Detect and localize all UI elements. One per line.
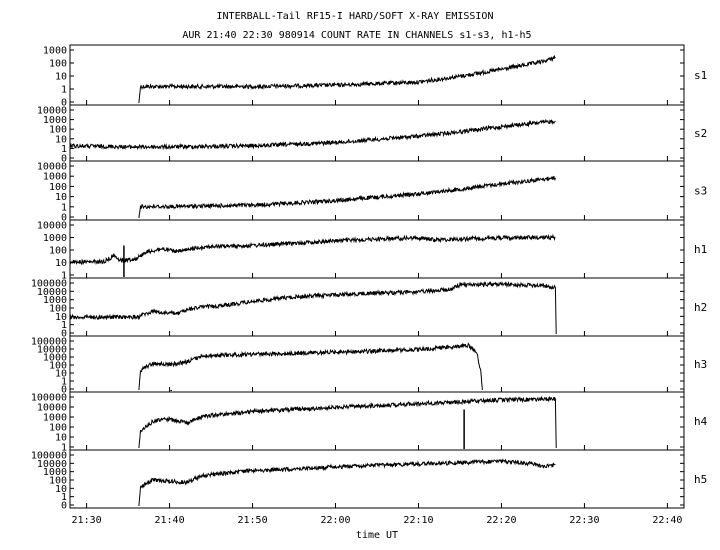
channel-label: h5 [694,473,707,486]
y-tick-label: 1000 [43,295,67,306]
y-tick-label: 1000 [43,413,67,424]
panel-frame [69,391,685,451]
y-tick-label: 10000 [37,459,67,470]
chart-title: INTERBALL-Tail RF15-I HARD/SOFT X-RAY EM… [217,11,494,22]
y-tick-label: 1000 [43,467,67,478]
x-axis-label: time UT [356,530,398,541]
y-tick-label: 1 [61,377,67,388]
y-tick-label: 10 [55,72,67,83]
series-s1 [138,54,556,104]
y-tick-label: 100000 [31,393,67,404]
panels: 10001001010s11000010001001010s2100001000… [31,44,708,512]
y-tick-label: 0 [61,213,67,224]
y-tick-label: 100000 [31,451,67,462]
y-tick-label: 10 [55,134,67,145]
y-tick-label: 1 [61,271,67,282]
x-tick-label: 22:30 [569,515,599,526]
y-tick-label: 1 [61,85,67,96]
y-tick-label: 10 [55,192,67,203]
series-s3 [138,175,556,219]
y-tick-label: 1000 [43,115,67,126]
channel-label: s2 [694,127,707,140]
y-tick-label: 0 [61,501,67,512]
x-tick-label: 22:20 [486,515,516,526]
y-tick-label: 100000 [31,279,67,290]
series-h5 [138,458,556,507]
y-tick-label: 0 [61,154,67,165]
y-tick-label: 1 [61,443,67,454]
channel-label: s1 [694,69,707,82]
y-tick-label: 100 [49,125,67,136]
y-tick-label: 10000 [37,221,67,232]
y-tick-label: 100 [49,476,67,487]
y-tick-label: 100 [49,361,67,372]
y-tick-label: 10000 [37,162,67,173]
y-tick-label: 10000 [37,287,67,298]
y-tick-label: 10 [55,312,67,323]
channel-label: h4 [694,415,708,428]
x-tick-label: 21:30 [72,515,102,526]
y-tick-label: 1 [61,144,67,155]
y-tick-label: 100 [49,59,67,70]
x-tick-label: 21:50 [237,515,267,526]
y-tick-label: 100 [49,182,67,193]
y-tick-label: 10000 [37,345,67,356]
x-tick-label: 22:00 [320,515,350,526]
series-s2 [69,118,556,151]
y-tick-label: 10 [55,484,67,495]
chart-subtitle: AUR 21:40 22:30 980914 COUNT RATE IN CHA… [182,30,531,41]
series-h2 [69,280,557,335]
y-tick-label: 10 [55,433,67,444]
y-tick-label: 100000 [31,337,67,348]
channel-label: h2 [694,301,707,314]
x-tick-label: 22:10 [403,515,433,526]
series-h1 [69,233,556,266]
panel-frame [69,160,685,221]
y-tick-label: 1 [61,492,67,503]
y-tick-label: 0 [61,385,67,396]
channel-label: s3 [694,185,707,198]
y-tick-label: 10000 [37,403,67,414]
y-tick-label: 10000 [37,106,67,117]
panel-frame [69,449,685,509]
panel-frame [69,277,685,337]
y-tick-label: 0 [61,329,67,340]
y-tick-label: 1000 [43,46,67,57]
channel-label: h3 [694,358,707,371]
panel-frame [69,104,685,162]
y-tick-label: 100 [49,304,67,315]
y-tick-label: 1000 [43,353,67,364]
y-tick-label: 1000 [43,172,67,183]
channel-label: h1 [694,243,707,256]
y-tick-label: 100 [49,423,67,434]
x-tick-label: 21:40 [155,515,185,526]
y-tick-label: 1 [61,320,67,331]
x-axis: 21:30 21:40 21:50 22:00 22:10 22:20 22:30 22:40 [72,100,682,526]
y-tick-label: 1 [61,202,67,213]
panel-frame [69,44,685,106]
y-tick-label: 0 [61,98,67,109]
y-tick-label: 100 [49,246,67,257]
y-tick-label: 1000 [43,233,67,244]
series-h3 [138,342,483,391]
y-tick-label: 10 [55,369,67,380]
series-h4 [138,395,557,449]
x-tick-label: 22:40 [652,515,682,526]
y-tick-label: 10 [55,258,67,269]
